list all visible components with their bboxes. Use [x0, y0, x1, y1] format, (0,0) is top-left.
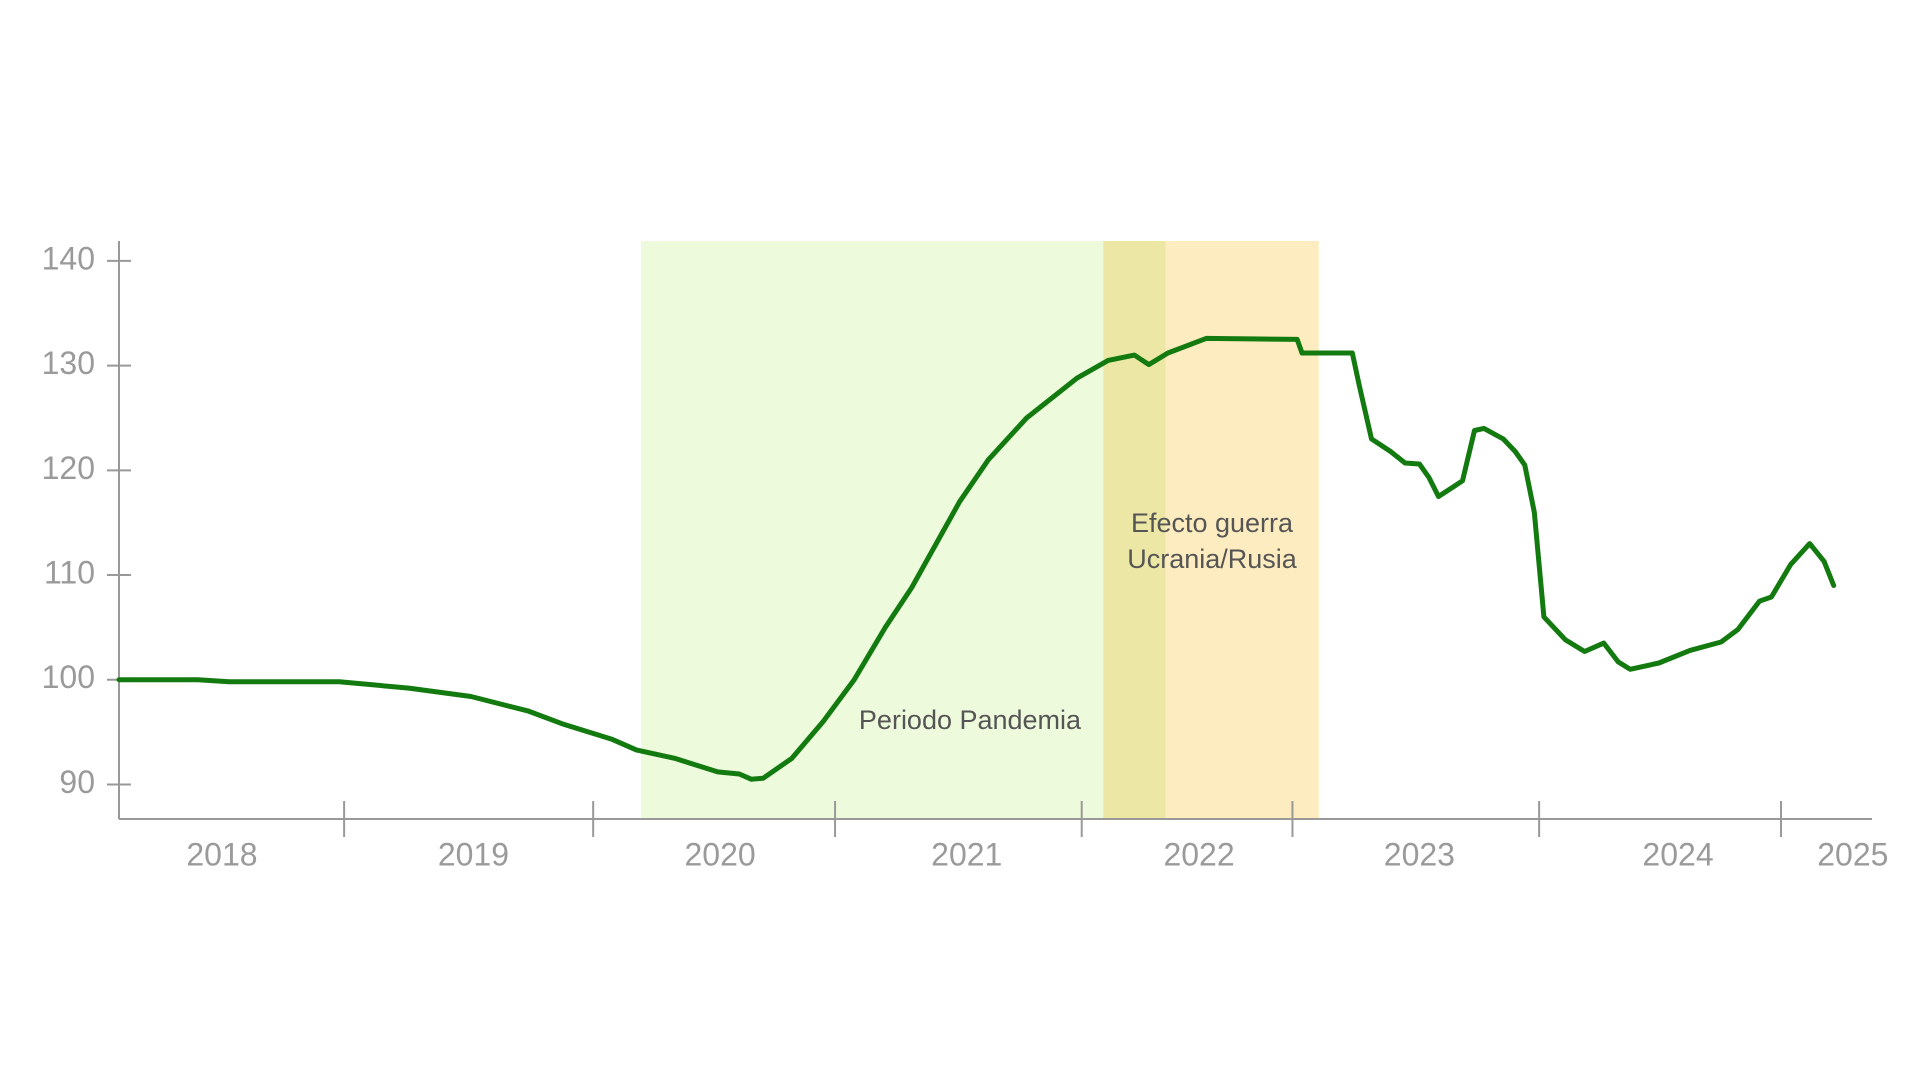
- y-tick-label: 110: [44, 554, 95, 590]
- x-tick-label: 2019: [438, 836, 509, 872]
- region-label: Efecto guerra: [1131, 508, 1294, 538]
- x-tick-label: 2020: [685, 836, 756, 872]
- y-tick-label: 140: [42, 240, 95, 276]
- x-tick-label: 2021: [931, 836, 1002, 872]
- y-tick-label: 100: [42, 659, 95, 695]
- x-tick-label: 2023: [1384, 836, 1455, 872]
- x-tick-label: 2018: [186, 836, 257, 872]
- x-tick-label: 2025: [1817, 836, 1888, 872]
- y-tick-label: 130: [42, 345, 95, 381]
- region-label: Periodo Pandemia: [859, 705, 1082, 735]
- y-tick-label: 90: [59, 764, 95, 800]
- x-tick-label: 2022: [1163, 836, 1234, 872]
- y-tick-label: 120: [42, 450, 95, 486]
- data-line: [116, 335, 1837, 782]
- shaded-region: [641, 241, 1166, 819]
- x-tick-label: 2024: [1642, 836, 1713, 872]
- region-label: Ucrania/Rusia: [1127, 544, 1298, 574]
